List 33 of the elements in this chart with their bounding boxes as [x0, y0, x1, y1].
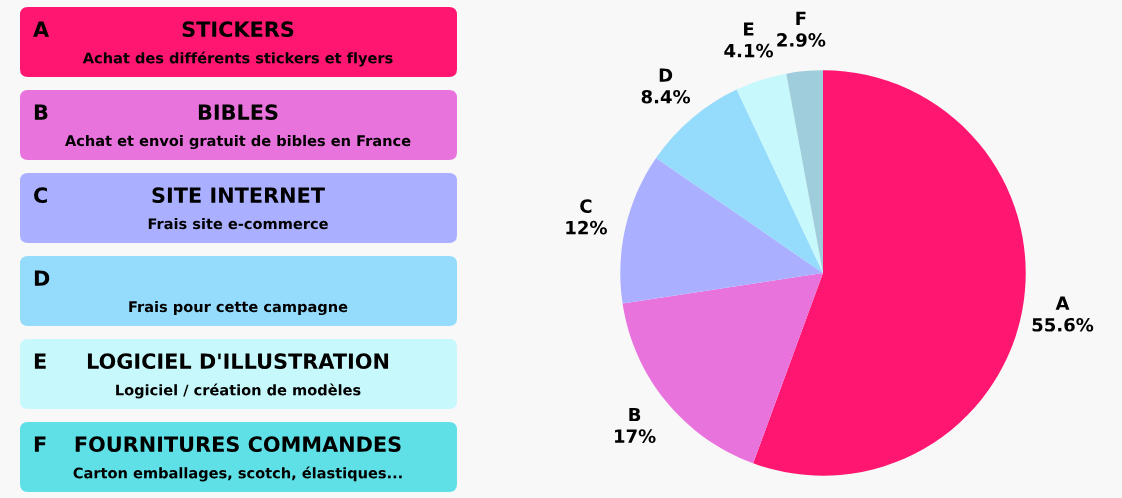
category-label: E [34, 353, 46, 369]
data-label: 4.1% [724, 43, 774, 58]
data-label: 8.4% [641, 89, 691, 104]
text: Achat des différents stickers et flyers [82, 51, 393, 67]
category-label: A [33, 21, 50, 37]
text: Logiciel / création de modèles [116, 383, 361, 399]
slice-label: D [659, 68, 673, 82]
text: Achat et envoi gratuit de bibles en France [65, 134, 411, 150]
text: LOGICIEL D'ILLUSTRATION [87, 353, 389, 370]
data-label: 12% [566, 220, 607, 235]
category-label: F [34, 436, 46, 452]
text: Frais site e-commerce [148, 217, 328, 230]
pie-slice [736, 73, 823, 273]
category-label: C [34, 187, 47, 204]
pie-slice [786, 70, 823, 273]
category-label: D [34, 270, 50, 286]
text: BIBLES [198, 104, 278, 121]
slice-label: B [629, 407, 641, 422]
text: Frais pour cette campagne [129, 300, 348, 316]
text: SITE INTERNET [152, 187, 325, 204]
data-label: 2.9% [777, 33, 826, 47]
text: STICKERS [182, 21, 294, 38]
pie-slice [620, 158, 823, 304]
category-label: B [34, 104, 48, 120]
pie-slice [753, 70, 1026, 476]
data-label: 55.6% [1032, 317, 1094, 332]
slice-label: C [580, 199, 592, 213]
slice-label: A [1055, 296, 1070, 310]
text: FOURNITURES COMMANDES [75, 436, 401, 453]
slice-label: F [796, 11, 806, 25]
data-label: 17% [615, 429, 656, 443]
slice-label: E [744, 22, 754, 36]
text: Carton emballages, scotch, élastiques... [73, 466, 402, 482]
